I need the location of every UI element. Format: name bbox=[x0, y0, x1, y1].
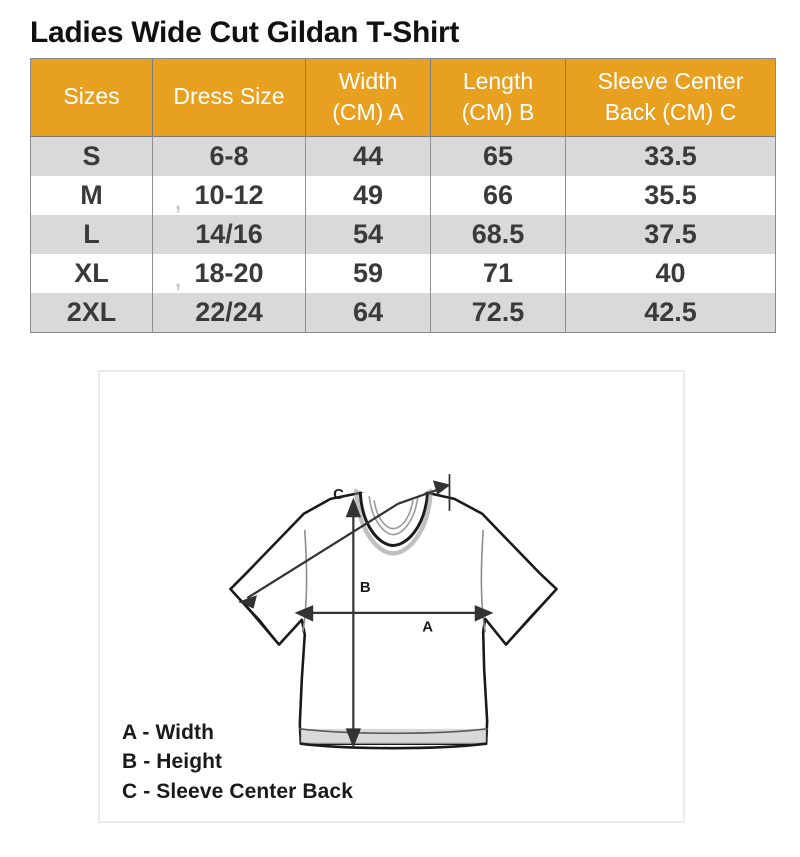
measure-label-c: C bbox=[333, 487, 344, 503]
measure-a-arrow-left bbox=[294, 605, 314, 622]
table-row: XL 18-20 59 71 40 bbox=[30, 254, 776, 293]
cell-width: 64 bbox=[305, 293, 431, 333]
measure-label-b: B bbox=[360, 580, 371, 596]
measure-c-group: C bbox=[237, 474, 451, 609]
cell-dress-size: 14/16 bbox=[152, 215, 306, 254]
cell-size: S bbox=[30, 136, 153, 176]
cell-length: 65 bbox=[430, 136, 566, 176]
column-header-sizes-line1: Sizes bbox=[63, 83, 120, 110]
cell-size: 2XL bbox=[30, 293, 153, 333]
measure-label-a: A bbox=[422, 620, 433, 636]
measure-a-arrow-right bbox=[474, 605, 494, 622]
legend-item-height: B - Height bbox=[122, 750, 223, 774]
table-header: Sizes Dress Size Width (CM) A Length (CM… bbox=[30, 58, 776, 137]
cell-width: 54 bbox=[305, 215, 431, 254]
cell-size: L bbox=[30, 215, 153, 254]
column-header-dress-size: Dress Size bbox=[152, 58, 306, 137]
column-header-length-line2: (CM) B bbox=[461, 98, 535, 125]
cell-sleeve-center-back: 37.5 bbox=[565, 215, 776, 254]
right-shoulder-seam bbox=[480, 529, 486, 633]
column-header-width-line2: (CM) A bbox=[332, 98, 404, 125]
table-row: L 14/16 54 68.5 37.5 bbox=[30, 215, 776, 254]
cell-dress-size: 10-12 bbox=[152, 176, 306, 215]
measure-c-top-segment bbox=[397, 486, 443, 505]
table-body: S 6-8 44 65 33.5 M 10-12 49 66 35.5 L 14… bbox=[30, 136, 776, 333]
size-chart-table-container: Sizes Dress Size Width (CM) A Length (CM… bbox=[30, 58, 776, 333]
column-header-width: Width (CM) A bbox=[305, 58, 431, 137]
cell-sleeve-center-back: 33.5 bbox=[565, 136, 776, 176]
cell-width: 44 bbox=[305, 136, 431, 176]
tshirt-diagram-icon: C B A bbox=[229, 474, 558, 750]
table-row: S 6-8 44 65 33.5 bbox=[30, 136, 776, 176]
cell-length: 66 bbox=[430, 176, 566, 215]
cell-sleeve-center-back: 40 bbox=[565, 254, 776, 293]
legend-item-sleeve: C - Sleeve Center Back bbox=[122, 780, 353, 804]
measure-b-arrow-top bbox=[345, 497, 362, 518]
measure-b-group: B bbox=[345, 497, 371, 749]
cell-dress-size: 18-20 bbox=[152, 254, 306, 293]
page-title: Ladies Wide Cut Gildan T-Shirt bbox=[30, 16, 460, 49]
table-header-row: Sizes Dress Size Width (CM) A Length (CM… bbox=[30, 58, 776, 137]
neckline-path bbox=[358, 491, 430, 547]
table-row: 2XL 22/24 64 72.5 42.5 bbox=[30, 293, 776, 333]
column-header-sleeve-center-back: Sleeve Center Back (CM) C bbox=[565, 58, 776, 137]
cell-size: M bbox=[30, 176, 153, 215]
diagram-legend: A - Width B - Height C - Sleeve Center B… bbox=[122, 718, 353, 807]
column-header-sleeve-line2: Back (CM) C bbox=[604, 98, 737, 125]
cell-sleeve-center-back: 42.5 bbox=[565, 293, 776, 333]
column-header-dress-size-line1: Dress Size bbox=[173, 83, 285, 110]
cell-width: 49 bbox=[305, 176, 431, 215]
cell-sleeve-center-back: 35.5 bbox=[565, 176, 776, 215]
cell-size: XL bbox=[30, 254, 153, 293]
table-row: M 10-12 49 66 35.5 bbox=[30, 176, 776, 215]
column-header-length: Length (CM) B bbox=[430, 58, 566, 137]
measure-a-group: A bbox=[294, 605, 494, 636]
column-header-sleeve-line1: Sleeve Center bbox=[597, 68, 744, 95]
tshirt-outline bbox=[229, 488, 558, 750]
measure-b-arrow-bottom bbox=[345, 728, 362, 749]
cell-dress-size: 22/24 bbox=[152, 293, 306, 333]
size-chart-table: Sizes Dress Size Width (CM) A Length (CM… bbox=[30, 58, 776, 333]
legend-item-width: A - Width bbox=[122, 720, 215, 744]
cell-length: 71 bbox=[430, 254, 566, 293]
bottom-hem-line bbox=[299, 728, 488, 735]
collar-ribbing bbox=[368, 496, 419, 536]
cell-length: 72.5 bbox=[430, 293, 566, 333]
column-header-sizes: Sizes bbox=[30, 58, 153, 137]
left-shoulder-seam bbox=[301, 529, 308, 633]
column-header-width-line1: Width bbox=[338, 68, 398, 95]
cell-length: 68.5 bbox=[430, 215, 566, 254]
column-header-length-line1: Length bbox=[462, 68, 534, 95]
cell-width: 59 bbox=[305, 254, 431, 293]
measure-c-arrow-end bbox=[432, 480, 451, 495]
right-sleeve-hem bbox=[504, 587, 558, 646]
measurement-diagram-panel: C B A A - Width B - Height C - Sleeve Ce… bbox=[98, 370, 685, 823]
measure-c-arrow-start bbox=[237, 595, 257, 609]
measure-c-diagonal bbox=[246, 502, 399, 599]
collar-outer-shadow bbox=[354, 488, 433, 556]
bottom-edge-line bbox=[299, 742, 488, 750]
cell-dress-size: 6-8 bbox=[152, 136, 306, 176]
